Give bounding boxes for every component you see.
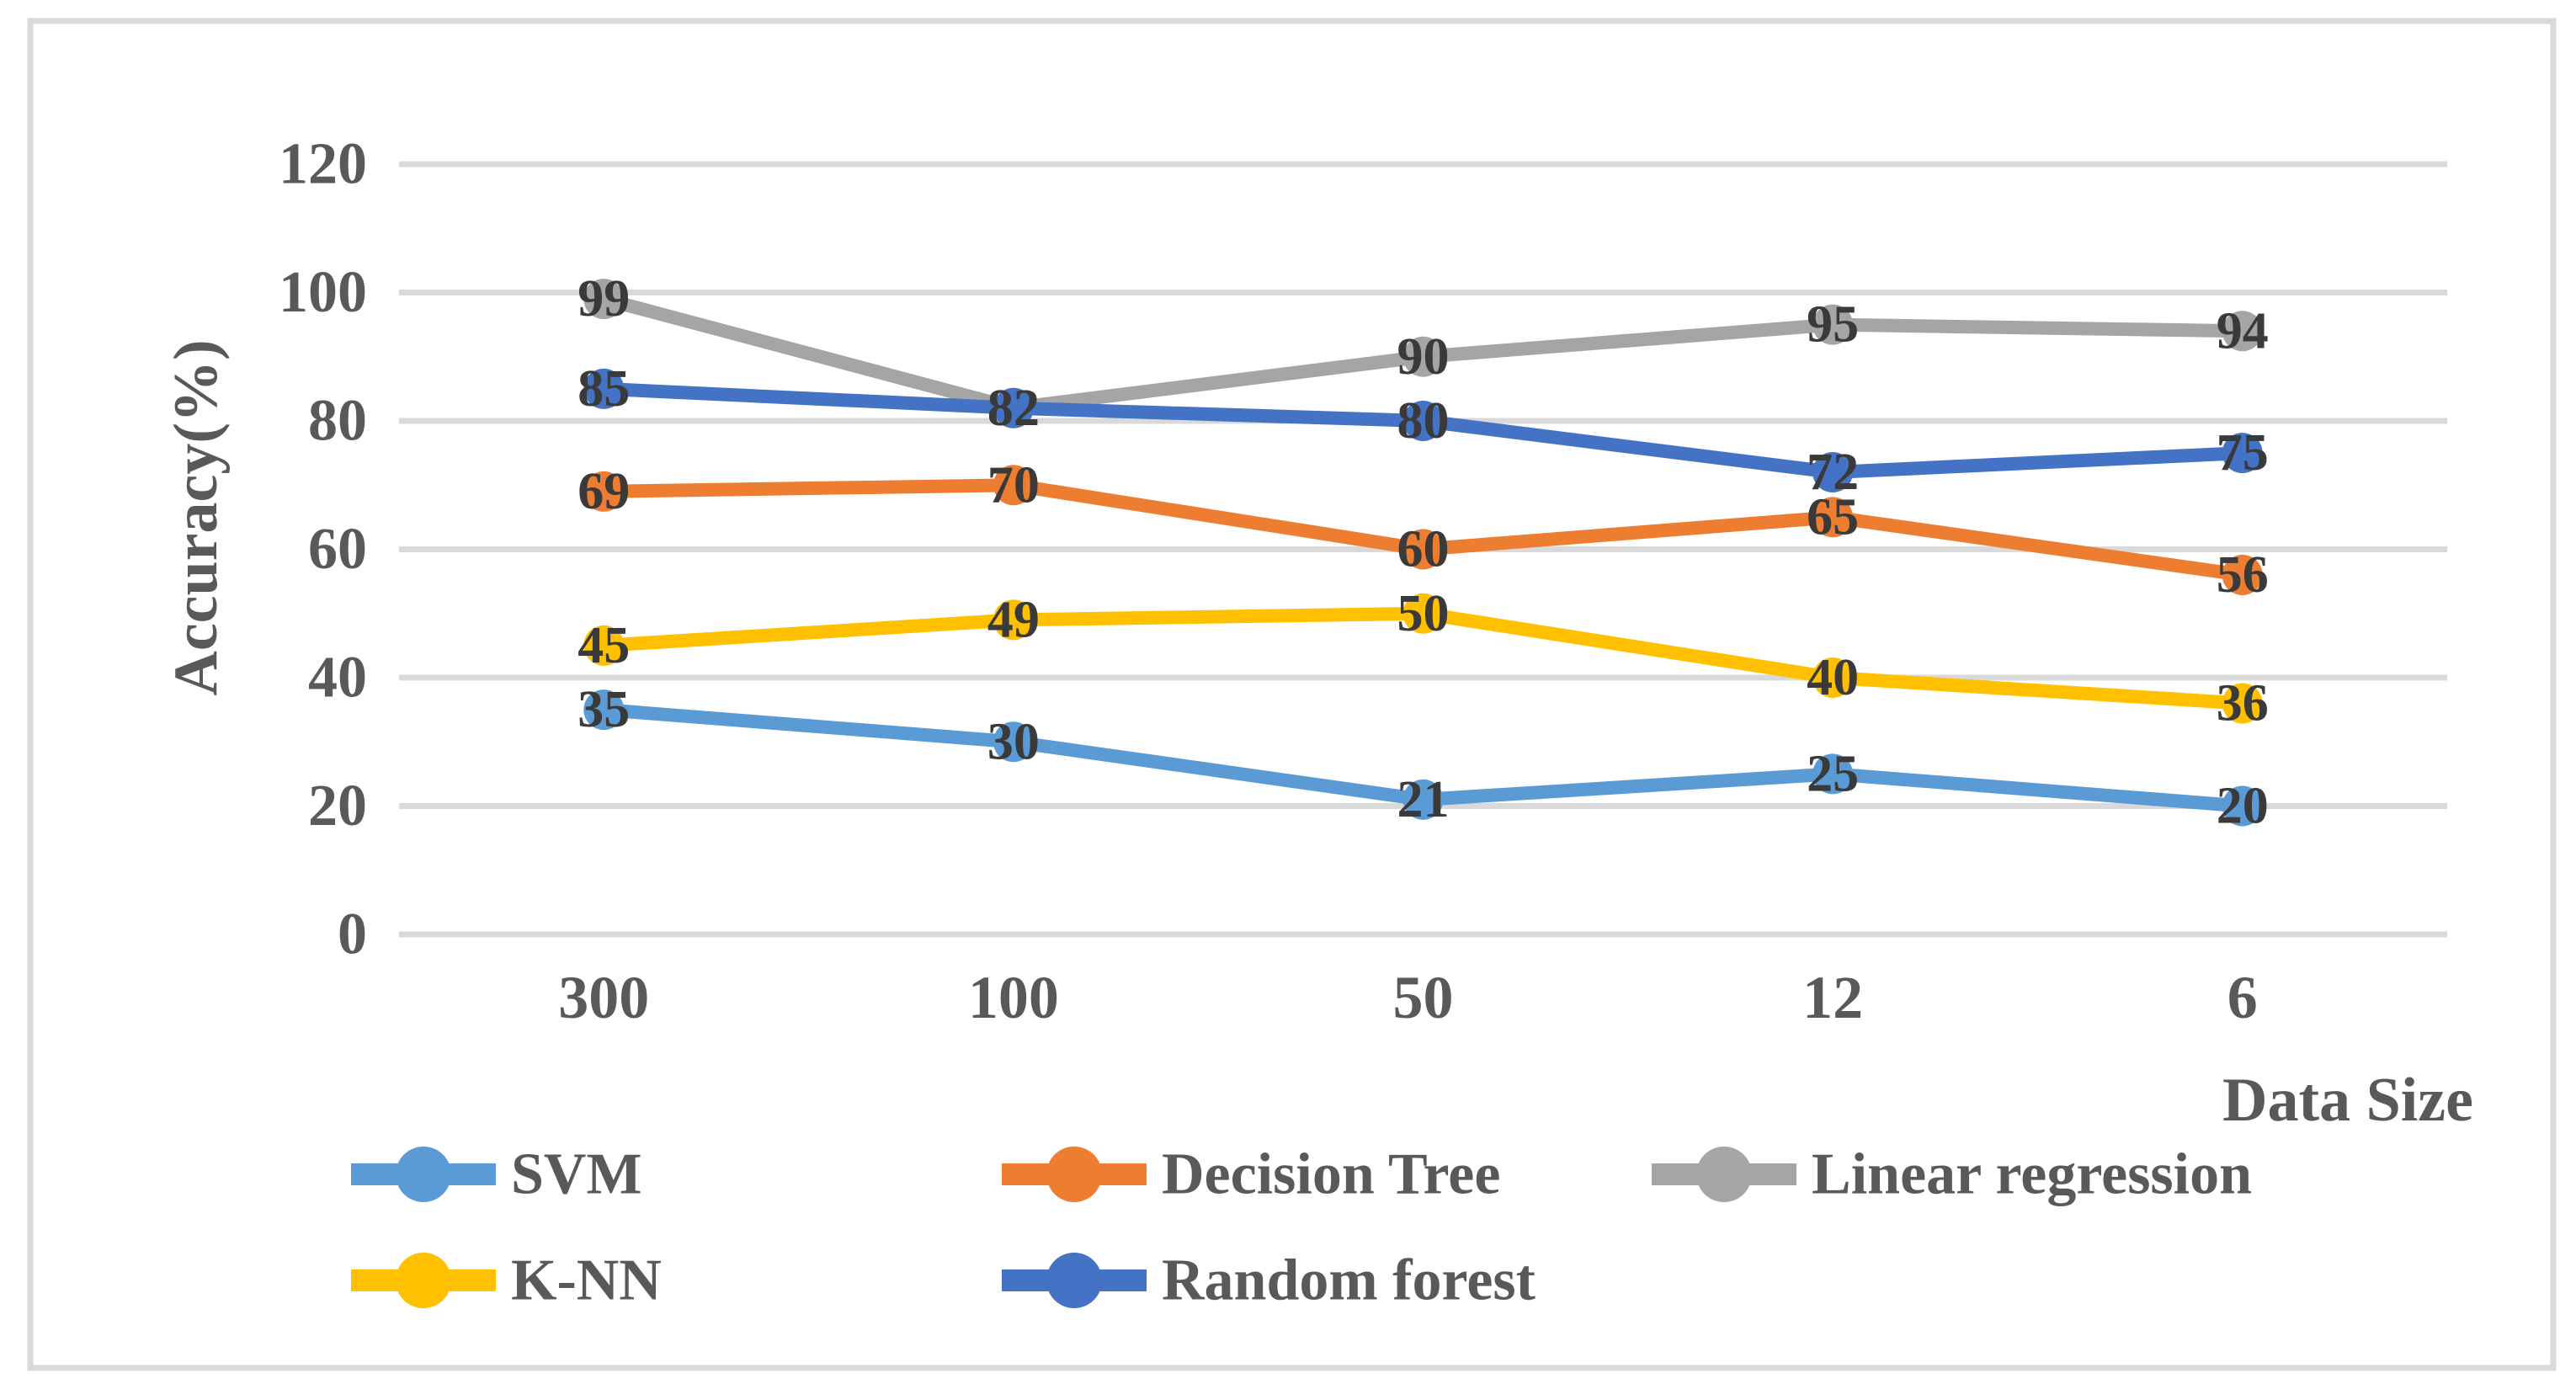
- y-tick-label: 80: [308, 389, 367, 454]
- data-point-marker: [1402, 529, 1444, 570]
- data-label: 82: [987, 380, 1040, 437]
- data-label: 85: [577, 360, 630, 418]
- legend-label: Decision Tree: [1162, 1142, 1500, 1207]
- x-tick-label: 12: [1802, 964, 1863, 1031]
- data-point-marker: [1812, 452, 1854, 492]
- data-point-marker: [583, 625, 625, 666]
- data-point-marker: [2222, 785, 2263, 827]
- data-label: 40: [1807, 649, 1859, 706]
- series-decision-tree: [583, 465, 2263, 595]
- data-label: 70: [987, 456, 1040, 514]
- legend-item-k-nn: K-NN: [351, 1248, 662, 1313]
- data-label: 20: [2217, 778, 2269, 835]
- x-tick-label: 100: [968, 964, 1059, 1031]
- data-point-marker: [1812, 304, 1854, 345]
- data-label: 21: [1397, 771, 1450, 828]
- series-k-nn: [583, 593, 2263, 724]
- data-point-marker: [583, 279, 625, 320]
- data-label: 95: [1807, 296, 1859, 354]
- data-point-marker: [583, 689, 625, 731]
- data-point-marker: [1402, 401, 1444, 441]
- legend-label: SVM: [511, 1142, 642, 1207]
- data-point-marker: [1402, 593, 1444, 634]
- data-label: 80: [1397, 392, 1450, 450]
- data-point-marker: [1812, 497, 1854, 538]
- data-point-marker: [1812, 657, 1854, 698]
- data-point-marker: [993, 387, 1034, 428]
- legend-label: Linear regression: [1812, 1142, 2252, 1207]
- data-label: 65: [1807, 488, 1859, 545]
- data-label: 69: [577, 463, 630, 520]
- data-label: 56: [2217, 546, 2269, 604]
- series-layer: [583, 279, 2263, 827]
- x-tick-label: 50: [1393, 964, 1454, 1031]
- legend: SVM Decision Tree Linear regression K-NN Ran…: [351, 1142, 2252, 1313]
- data-label: 49: [987, 591, 1040, 648]
- data-label: 72: [1807, 444, 1859, 501]
- data-label: 94: [2217, 302, 2269, 359]
- data-label: 82: [987, 380, 1040, 437]
- data-point-marker: [2222, 683, 2263, 724]
- data-point-marker: [2222, 311, 2263, 352]
- series-random-forest: [583, 368, 2263, 492]
- y-tick-label: 20: [308, 774, 367, 838]
- figure-border: [27, 18, 2557, 1371]
- y-axis-title: Accuracy(%): [162, 339, 231, 695]
- x-tick-label: 300: [558, 964, 649, 1031]
- data-label: 30: [987, 713, 1040, 770]
- data-label: 25: [1807, 745, 1859, 802]
- data-label: 60: [1397, 521, 1450, 578]
- y-tick-label: 100: [279, 260, 367, 325]
- y-tick-label: 40: [308, 646, 367, 710]
- data-point-marker: [2222, 433, 2263, 474]
- legend-marker-dot: [1696, 1147, 1752, 1202]
- data-point-marker: [993, 599, 1034, 641]
- legend-item-decision-tree: Decision Tree: [1002, 1142, 1500, 1207]
- data-point-marker: [993, 721, 1034, 763]
- data-label: 35: [577, 681, 630, 738]
- x-axis-title: Data Size: [2222, 1066, 2473, 1135]
- data-point-marker: [583, 471, 625, 512]
- x-tick-label: 6: [2227, 964, 2258, 1031]
- legend-marker-dot: [1046, 1253, 1102, 1308]
- data-label: 99: [577, 270, 630, 327]
- series-svm: [583, 689, 2263, 827]
- y-tick-label: 60: [308, 517, 367, 582]
- legend-item-linear-regression: Linear regression: [1652, 1142, 2252, 1207]
- data-point-marker: [1402, 779, 1444, 820]
- legend-label: Random forest: [1162, 1248, 1535, 1313]
- legend-marker-dot: [396, 1253, 451, 1308]
- data-point-marker: [993, 465, 1034, 506]
- data-label: 75: [2217, 424, 2269, 482]
- data-label: 45: [577, 617, 630, 674]
- legend-marker-dot: [1046, 1147, 1102, 1202]
- legend-item-random-forest: Random forest: [1002, 1248, 1535, 1313]
- data-point-marker: [583, 368, 625, 409]
- legend-label: K-NN: [511, 1248, 662, 1313]
- data-label: 36: [2217, 675, 2269, 732]
- data-labels-layer: 35 30 21 25 20 69 70 60 65 56 99 82 90 95 94 45 49 50 40 36…: [577, 270, 2268, 834]
- data-label: 90: [1397, 328, 1450, 386]
- data-point-marker: [2222, 555, 2263, 595]
- legend-marker-dot: [396, 1147, 451, 1202]
- y-tick-label: 120: [279, 132, 367, 197]
- data-label: 50: [1397, 585, 1450, 642]
- data-point-marker: [1812, 753, 1854, 795]
- y-tick-label: 0: [338, 902, 367, 967]
- data-point-marker: [1402, 336, 1444, 377]
- legend-item-svm: SVM: [351, 1142, 642, 1207]
- axis-ticks-layer: 0 20 40 60 80 100 120 300 100 50 12 6: [279, 132, 2258, 1032]
